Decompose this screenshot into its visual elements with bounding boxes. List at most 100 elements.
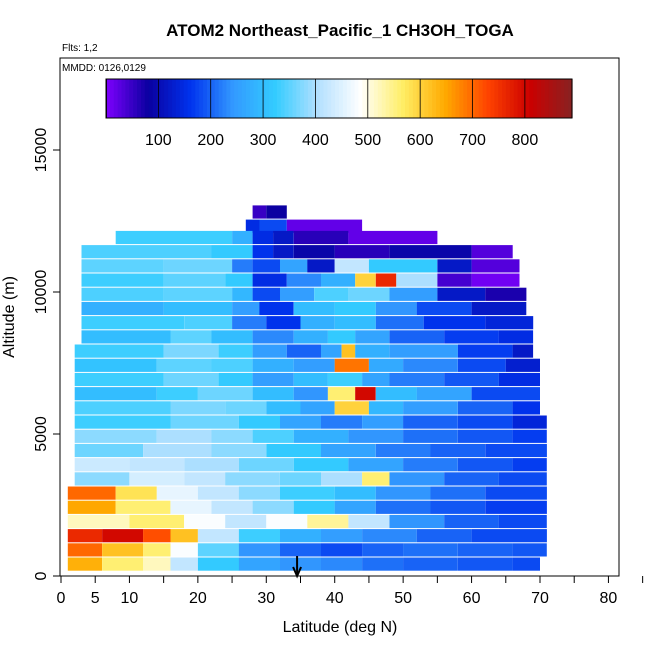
heatmap-cell bbox=[170, 500, 212, 514]
colorbar-swatch bbox=[234, 79, 239, 118]
colorbar-swatch bbox=[397, 79, 402, 118]
heatmap-cell bbox=[444, 514, 499, 529]
heatmap-cell bbox=[143, 557, 171, 571]
colorbar-swatch bbox=[502, 79, 507, 118]
colorbar-swatch bbox=[370, 79, 375, 118]
x-tick-label: 10 bbox=[121, 590, 139, 607]
heatmap-cell bbox=[67, 486, 116, 500]
colorbar-swatch bbox=[106, 79, 111, 118]
heatmap-cell bbox=[81, 245, 212, 259]
heatmap-cell bbox=[259, 301, 294, 316]
heatmap-cell bbox=[280, 415, 322, 429]
heatmap-cell bbox=[252, 387, 294, 401]
colorbar-swatch bbox=[140, 79, 146, 118]
y-tick-label: 15000 bbox=[33, 128, 50, 173]
heatmap-cell bbox=[184, 514, 226, 529]
colorbar-swatch bbox=[443, 79, 449, 118]
heatmap-cell bbox=[280, 486, 335, 500]
x-tick-label: 30 bbox=[257, 590, 275, 607]
colorbar-swatch bbox=[533, 79, 538, 118]
date-label: MMDD: 0126,0129 bbox=[62, 63, 146, 74]
colorbar-swatch bbox=[346, 79, 352, 118]
colorbar-swatch bbox=[490, 79, 495, 118]
colorbar-swatch bbox=[377, 79, 383, 118]
colorbar-swatch bbox=[276, 79, 282, 118]
heatmap-cell bbox=[327, 387, 356, 401]
heatmap-cell bbox=[252, 287, 280, 301]
colorbar-tick-label: 200 bbox=[197, 132, 224, 149]
colorbar-swatch bbox=[222, 79, 227, 118]
heatmap-cell bbox=[457, 429, 513, 443]
heatmap-cell bbox=[74, 458, 130, 472]
colorbar-swatch bbox=[304, 79, 309, 118]
heatmap-cell bbox=[348, 429, 404, 443]
heatmap-cell bbox=[512, 458, 547, 472]
colorbar-swatch bbox=[471, 79, 476, 118]
colorbar-swatch bbox=[327, 79, 332, 118]
colorbar-swatch bbox=[144, 79, 150, 118]
heatmap-cell bbox=[225, 514, 267, 529]
heatmap-cell bbox=[444, 372, 499, 387]
colorbar-swatch bbox=[183, 79, 189, 118]
heatmap-cell bbox=[293, 245, 335, 259]
colorbar-swatch bbox=[331, 79, 336, 118]
heatmap-cell bbox=[74, 401, 171, 415]
colorbar-swatch bbox=[319, 79, 325, 118]
colorbar-swatch bbox=[412, 79, 418, 118]
colorbar-swatch bbox=[405, 79, 410, 118]
heatmap-cell bbox=[74, 344, 164, 358]
heatmap-cell bbox=[232, 287, 253, 301]
colorbar-swatch bbox=[203, 79, 208, 118]
colorbar-swatch bbox=[525, 79, 530, 118]
colorbar-swatch bbox=[137, 79, 142, 118]
chart-title: ATOM2 Northeast_Pacific_1 CH3OH_TOGA bbox=[166, 21, 514, 40]
heatmap-cell bbox=[334, 500, 376, 514]
heatmap-cell bbox=[403, 358, 458, 372]
heatmap-cell bbox=[444, 330, 499, 344]
colorbar-swatch bbox=[265, 79, 270, 118]
heatmap-cell bbox=[300, 316, 335, 330]
heatmap-cell bbox=[197, 486, 239, 500]
heatmap-cell bbox=[403, 429, 458, 443]
colorbar-swatch bbox=[339, 79, 344, 118]
heatmap-cell bbox=[238, 458, 294, 472]
heatmap-cell bbox=[334, 358, 369, 372]
colorbar-swatch bbox=[424, 79, 429, 118]
colorbar-swatch bbox=[432, 79, 437, 118]
heatmap-cell bbox=[375, 500, 431, 514]
heatmap-cell bbox=[232, 230, 253, 245]
colorbar-tick-label: 500 bbox=[354, 132, 381, 149]
heatmap-cell bbox=[266, 401, 301, 415]
heatmap-cell bbox=[293, 330, 328, 344]
marker-arrowhead bbox=[292, 566, 302, 579]
heatmap-cell bbox=[396, 273, 438, 287]
heatmap-cell bbox=[457, 344, 513, 358]
heatmap-cell bbox=[471, 259, 520, 273]
heatmap-cell bbox=[74, 429, 157, 443]
heatmap-cell bbox=[293, 500, 335, 514]
heatmap-cell bbox=[286, 219, 363, 233]
heatmap-cell bbox=[280, 557, 322, 571]
colorbar-swatch bbox=[439, 79, 445, 118]
heatmap-cell bbox=[252, 372, 294, 387]
heatmap-cell bbox=[280, 259, 308, 273]
heatmap-cell bbox=[170, 415, 239, 429]
heatmap-cell bbox=[252, 245, 274, 259]
colorbar-swatch bbox=[373, 79, 379, 118]
colorbar-swatch bbox=[393, 79, 398, 118]
colorbar-swatch bbox=[280, 79, 286, 118]
heatmap-cell bbox=[252, 230, 274, 245]
heatmap-cell bbox=[471, 529, 547, 543]
heatmap-cell bbox=[457, 415, 513, 429]
heatmap-cell bbox=[389, 514, 445, 529]
heatmap-cell bbox=[403, 557, 458, 571]
colorbar-tick-label: 300 bbox=[250, 132, 277, 149]
heatmap-cell bbox=[348, 287, 390, 301]
heatmap-cell bbox=[416, 529, 472, 543]
colorbar-swatch bbox=[245, 79, 251, 118]
colorbar-swatch bbox=[459, 79, 464, 118]
heatmap-cell bbox=[444, 472, 499, 486]
y-axis-title: Altitude (m) bbox=[1, 276, 18, 358]
heatmap-cell bbox=[74, 387, 157, 401]
heatmap-cell bbox=[505, 358, 540, 372]
